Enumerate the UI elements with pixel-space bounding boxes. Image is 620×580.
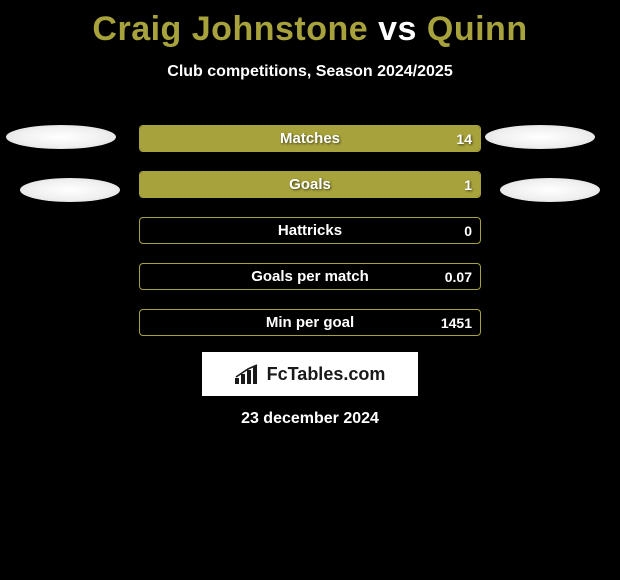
title-right: Quinn — [427, 10, 528, 48]
bar-value: 1 — [464, 172, 472, 197]
bar-value: 1451 — [441, 310, 472, 335]
subtitle: Club competitions, Season 2024/2025 — [0, 63, 620, 81]
bar-value: 0.07 — [445, 264, 472, 289]
bar-hattricks: Hattricks 0 — [139, 217, 481, 244]
player-disc-right-2 — [500, 178, 600, 202]
bar-matches: Matches 14 — [139, 125, 481, 152]
bar-label: Min per goal — [140, 310, 480, 335]
player-disc-left-1 — [6, 125, 116, 149]
bar-value: 14 — [456, 126, 472, 151]
bar-goals-per-match: Goals per match 0.07 — [139, 263, 481, 290]
bar-label: Goals — [140, 172, 480, 197]
player-disc-left-2 — [20, 178, 120, 202]
brand-suffix: .com — [343, 364, 385, 384]
bar-label: Goals per match — [140, 264, 480, 289]
player-disc-right-1 — [485, 125, 595, 149]
brand-box: FcTables.com — [202, 352, 418, 396]
comparison-bars: Matches 14 Goals 1 Hattricks 0 Goals per… — [139, 125, 481, 355]
bar-label: Hattricks — [140, 218, 480, 243]
page-title: Craig Johnstone vs Quinn — [0, 0, 620, 49]
title-vs: vs — [378, 10, 417, 48]
bar-value: 0 — [464, 218, 472, 243]
brand-name: FcTables — [267, 364, 344, 384]
bar-label: Matches — [140, 126, 480, 151]
brand-text: FcTables.com — [267, 364, 386, 385]
bar-min-per-goal: Min per goal 1451 — [139, 309, 481, 336]
bar-goals: Goals 1 — [139, 171, 481, 198]
title-left: Craig Johnstone — [92, 10, 368, 48]
brand-bars-icon — [235, 364, 261, 384]
date-text: 23 december 2024 — [0, 410, 620, 428]
